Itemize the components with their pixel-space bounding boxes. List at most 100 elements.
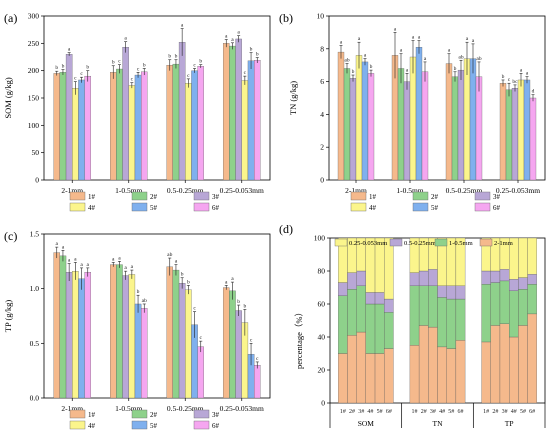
x-tick-label: 4# <box>439 409 445 415</box>
y-axis-label: TP (g/kg) <box>3 300 13 333</box>
significance-letter: c <box>250 337 253 343</box>
legend-entry: 6# <box>212 204 220 212</box>
y-tick-label: 2 <box>320 143 324 152</box>
legend-entry: 3# <box>493 193 501 201</box>
bar-2-0 <box>59 255 67 399</box>
stack-segment-1-0.5mm <box>527 284 537 315</box>
significance-letter: a <box>80 262 83 268</box>
y-axis-label: TN (g/kg) <box>288 81 298 115</box>
stack-segment-1-0.5mm <box>356 285 366 333</box>
x-tick-label: 0.5-0.25mm <box>446 186 483 195</box>
panel-label: (b) <box>279 11 293 25</box>
legend-entry: 6# <box>493 204 501 212</box>
stack-segment-0.5-0.25mm <box>374 292 385 305</box>
legend-swatch <box>131 409 148 419</box>
significance-letter: ab <box>344 58 349 64</box>
stack-segment-0.5-0.25mm <box>527 274 537 285</box>
legend-swatch <box>131 202 148 212</box>
x-tick-label: 3# <box>502 409 508 415</box>
stack-segment-2-1mm <box>518 325 528 404</box>
panel-label: (a) <box>4 11 17 25</box>
x-tick-label: 1# <box>483 409 489 415</box>
legend-swatch <box>193 202 210 212</box>
bar-6-0 <box>84 272 92 399</box>
y-tick-label: 4 <box>320 110 324 119</box>
stack-segment-0.25-0.053mm <box>518 237 528 278</box>
bar-5-1 <box>134 74 142 181</box>
legend-swatch <box>479 238 493 247</box>
stack-segment-1-0.5mm <box>446 298 457 349</box>
stack-segment-0.5-0.25mm <box>518 277 528 290</box>
legend-swatch <box>69 409 86 419</box>
significance-letter: a <box>175 259 178 265</box>
significance-letter: a <box>412 35 415 41</box>
y-tick-label: 50 <box>32 148 40 157</box>
significance-letter: b <box>86 65 89 71</box>
significance-letter: bc <box>512 79 518 85</box>
significance-letter: b <box>181 272 184 278</box>
y-tick-label: 0.5 <box>30 339 40 348</box>
stack-segment-0.5-0.25mm <box>365 292 376 305</box>
significance-letter: a <box>74 256 77 262</box>
stack-segment-2-1mm <box>338 353 348 404</box>
y-tick-label: 8 <box>320 44 324 53</box>
stack-segment-1-0.5mm <box>347 289 357 336</box>
significance-letter: a <box>131 264 134 270</box>
legend-swatch <box>193 409 210 419</box>
significance-letter: a <box>424 56 427 62</box>
bar-4-2 <box>463 58 471 181</box>
bar-6-2 <box>197 346 204 399</box>
legend-entry: 3# <box>212 411 220 419</box>
bar-5-0 <box>361 61 369 181</box>
x-tick-label: 2# <box>421 409 427 415</box>
significance-letter: a <box>406 67 409 73</box>
legend-entry: 5# <box>150 422 158 430</box>
bar-1-2 <box>166 266 173 399</box>
bar-5-0 <box>78 278 85 399</box>
significance-letter: c <box>118 59 121 65</box>
significance-letter: a <box>394 26 397 32</box>
significance-letter: a <box>68 47 71 53</box>
stack-segment-2-1mm <box>418 325 429 404</box>
stack-segment-0.25-0.053mm <box>455 237 466 286</box>
legend-entry: 3# <box>212 193 220 201</box>
stack-segment-1-0.5mm <box>365 303 376 354</box>
significance-letter: a <box>340 40 343 46</box>
x-tick-label: 6# <box>458 409 464 415</box>
stack-segment-1-0.5mm <box>518 289 528 326</box>
x-tick-label: 1-0.5mm <box>115 404 142 413</box>
significance-letter: a <box>124 36 127 42</box>
bar-1-3 <box>222 287 230 399</box>
significance-letter: b <box>237 299 240 305</box>
stack-segment-0.25-0.053mm <box>527 237 537 275</box>
legend-swatch <box>69 420 86 430</box>
significance-letter: b <box>370 64 373 70</box>
group-label: TN <box>433 419 444 428</box>
x-tick-label: 1-0.5mm <box>115 186 142 195</box>
x-tick-label: 5# <box>448 409 454 415</box>
bar-5-1 <box>415 47 423 181</box>
bar-1-3 <box>499 83 507 181</box>
bar-3-2 <box>178 42 186 181</box>
stack-segment-0.5-0.25mm <box>446 285 457 300</box>
stack-segment-1-0.5mm <box>384 312 394 349</box>
bar-1-1 <box>110 72 117 181</box>
stack-segment-1-0.5mm <box>499 280 510 324</box>
panel-label: (d) <box>279 222 293 236</box>
plot-frame <box>328 15 546 181</box>
significance-letter: a <box>87 262 90 268</box>
bar-1-2 <box>445 63 453 181</box>
significance-letter: b <box>112 60 115 66</box>
y-tick-label: 20 <box>318 366 326 375</box>
legend-entry: 1# <box>88 193 96 201</box>
stack-segment-1-0.5mm <box>509 290 519 338</box>
stack-segment-0.5-0.25mm <box>437 285 447 298</box>
bar-2-2 <box>172 269 180 399</box>
x-tick-label: 6# <box>529 409 535 415</box>
significance-letter: b <box>502 74 505 80</box>
bar-3-0 <box>349 78 357 181</box>
y-axis-label: percentage（%） <box>294 308 304 369</box>
bar-3-0 <box>65 54 73 181</box>
legend-swatch <box>389 238 403 247</box>
